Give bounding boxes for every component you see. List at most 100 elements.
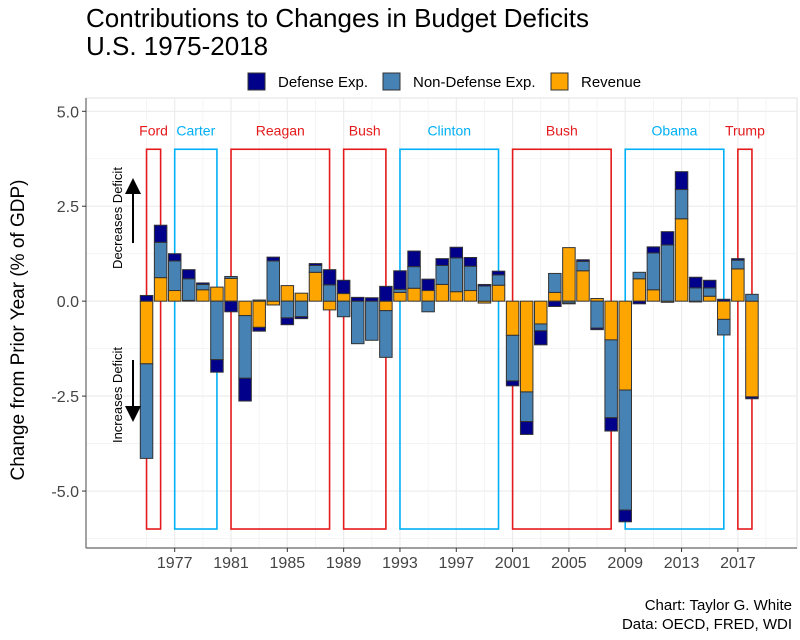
bar-segment-defense-exp	[534, 330, 548, 346]
bar-segment-non-defense-exp	[604, 339, 618, 419]
bar-segment-non-defense-exp	[252, 299, 266, 302]
bar-segment-defense-exp	[365, 297, 379, 302]
bar-segment-defense-exp	[674, 171, 689, 191]
bar-segment-revenue	[167, 290, 182, 302]
bar-segment-defense-exp	[660, 231, 675, 246]
president-label: Clinton	[427, 122, 471, 138]
bar-segment-defense-exp	[745, 396, 759, 400]
bar-segment-non-defense-exp	[590, 300, 604, 329]
bar-segment-non-defense-exp	[660, 244, 675, 302]
bar-segment-revenue	[336, 293, 351, 302]
bar-segment-revenue	[210, 286, 224, 302]
legend-key	[550, 72, 569, 91]
x-tick-label: 2013	[664, 555, 700, 572]
x-tick-label: 2009	[607, 555, 643, 572]
bar-segment-non-defense-exp	[294, 300, 309, 318]
bar-segment-non-defense-exp	[505, 334, 520, 382]
bar-segment-defense-exp	[308, 263, 323, 266]
bar-segment-defense-exp	[322, 269, 337, 286]
bar-segment-revenue	[576, 270, 590, 302]
bar-segment-revenue	[731, 268, 745, 302]
president-label: Trump	[725, 122, 765, 138]
bar-segment-defense-exp	[519, 421, 534, 435]
bar-segment-defense-exp	[280, 317, 295, 326]
bar-segment-revenue	[449, 291, 464, 302]
bar-segment-non-defense-exp	[745, 293, 759, 302]
bar-segment-defense-exp	[379, 285, 393, 302]
bar-segment-revenue	[322, 300, 337, 311]
president-term-box	[230, 148, 331, 530]
bar-segment-revenue	[266, 300, 281, 306]
bar-segment-defense-exp	[562, 302, 576, 305]
bar-segment-defense-exp	[632, 300, 647, 305]
caption-line-1: Chart: Taylor G. White	[645, 597, 792, 614]
bar-segment-defense-exp	[731, 258, 745, 261]
bar-segment-defense-exp	[238, 377, 252, 402]
bar-segment-revenue	[534, 300, 548, 325]
legend-label: Non-Defense Exp.	[413, 74, 536, 91]
president-label: Bush	[546, 122, 578, 138]
x-tick-label: 2001	[495, 555, 531, 572]
legend-label: Revenue	[581, 74, 641, 91]
bar-segment-defense-exp	[702, 279, 717, 289]
bar-segment-revenue	[224, 277, 238, 302]
bar-segment-defense-exp	[548, 300, 562, 307]
bar-segment-defense-exp	[576, 259, 590, 262]
caption-line-2: Data: OECD, FRED, WDI	[622, 616, 792, 633]
bar-segment-non-defense-exp	[534, 323, 548, 332]
bar-segment-non-defense-exp	[196, 283, 210, 291]
bar-segment-defense-exp	[393, 270, 407, 290]
bar-segment-defense-exp	[336, 279, 351, 295]
bar-segment-defense-exp	[196, 282, 210, 285]
x-tick-label: 1985	[270, 555, 306, 572]
y-tick-label: -5.0	[51, 484, 79, 501]
president-label: Reagan	[256, 122, 305, 138]
bar-segment-non-defense-exp	[421, 300, 435, 313]
bar-segment-revenue	[463, 290, 478, 302]
bar-segment-revenue	[548, 291, 562, 302]
bar-segment-non-defense-exp	[646, 252, 661, 291]
bar-segment-revenue	[604, 300, 618, 341]
x-tick-label: 2005	[551, 555, 587, 572]
bar-segment-defense-exp	[421, 278, 435, 292]
chart-title: Contributions to Changes in Budget Defic…	[86, 3, 589, 33]
legend: Defense Exp. Non-Defense Exp. Revenue	[247, 72, 641, 91]
legend-key	[247, 72, 266, 91]
bar-segment-non-defense-exp	[702, 287, 717, 297]
bar-segment-defense-exp	[477, 283, 492, 287]
bar-segment-non-defense-exp	[365, 300, 379, 341]
bar-segment-non-defense-exp	[548, 272, 562, 293]
decreases-deficit-label: Decreases Deficit	[110, 167, 125, 269]
plot-panel: Ford Carter Reagan Bush Clinton Bush Obama Trum…	[51, 97, 798, 572]
bar-segment-revenue	[252, 300, 266, 328]
president-label: Obama	[652, 122, 698, 138]
bar-segment-non-defense-exp	[731, 259, 745, 270]
bar-segment-revenue	[717, 300, 731, 320]
bar-segment-non-defense-exp	[491, 274, 506, 286]
bar-segment-non-defense-exp	[618, 389, 632, 511]
legend-key	[382, 72, 401, 91]
bar-segment-defense-exp	[449, 246, 464, 259]
president-label: Bush	[349, 122, 381, 138]
bar-segment-non-defense-exp	[674, 189, 689, 220]
bar-segment-non-defense-exp	[449, 257, 464, 293]
bar-segment-revenue	[379, 300, 393, 312]
bar-segment-non-defense-exp	[210, 300, 224, 361]
bar-segment-non-defense-exp	[224, 275, 238, 279]
bar-segment-non-defense-exp	[322, 284, 337, 302]
bar-segment-non-defense-exp	[350, 300, 365, 345]
bar-segment-non-defense-exp	[688, 287, 703, 302]
bar-segment-defense-exp	[182, 269, 196, 280]
bar-segment-defense-exp	[350, 296, 365, 302]
x-tick-label: 1981	[213, 555, 249, 572]
bar-segment-defense-exp	[688, 276, 703, 289]
bar-segment-non-defense-exp	[463, 265, 478, 292]
x-tick-label: 1993	[382, 555, 418, 572]
bar-segment-defense-exp	[294, 316, 309, 320]
bar-segment-revenue	[238, 300, 252, 317]
bar-segment-non-defense-exp	[266, 260, 281, 302]
bar-segment-non-defense-exp	[280, 300, 295, 319]
bar-segment-defense-exp	[491, 270, 506, 276]
bar-segment-revenue	[491, 284, 506, 302]
bar-segment-defense-exp	[646, 246, 661, 254]
